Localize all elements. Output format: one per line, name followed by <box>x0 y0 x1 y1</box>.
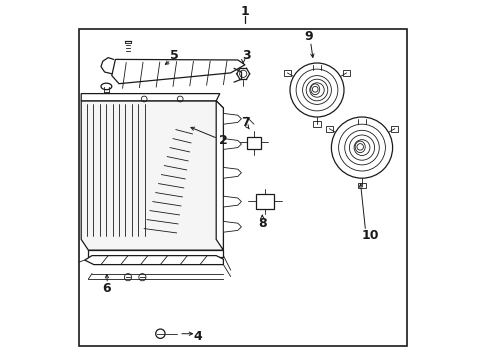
Bar <box>326 126 333 132</box>
Text: 6: 6 <box>102 282 111 294</box>
Bar <box>247 137 261 149</box>
Text: 10: 10 <box>361 229 379 242</box>
Bar <box>358 183 366 188</box>
Text: 5: 5 <box>171 49 179 62</box>
Polygon shape <box>223 139 242 149</box>
Polygon shape <box>81 101 223 250</box>
Ellipse shape <box>355 141 365 153</box>
Polygon shape <box>88 250 223 257</box>
Ellipse shape <box>101 83 112 90</box>
Polygon shape <box>216 101 223 250</box>
Polygon shape <box>223 196 242 207</box>
Text: 1: 1 <box>241 5 249 18</box>
Bar <box>284 70 291 76</box>
Text: 7: 7 <box>241 116 249 129</box>
Bar <box>314 121 320 127</box>
Bar <box>343 70 350 76</box>
Polygon shape <box>223 167 242 178</box>
Polygon shape <box>223 113 242 124</box>
Text: 2: 2 <box>219 134 228 147</box>
Bar <box>391 126 398 132</box>
Text: 3: 3 <box>243 49 251 62</box>
Text: 4: 4 <box>194 330 202 343</box>
Bar <box>79 29 407 346</box>
Polygon shape <box>85 256 223 265</box>
Text: 8: 8 <box>258 217 267 230</box>
Ellipse shape <box>311 84 319 95</box>
Polygon shape <box>112 59 245 84</box>
Text: 9: 9 <box>305 30 314 43</box>
Bar <box>256 194 274 209</box>
Polygon shape <box>81 94 220 101</box>
Polygon shape <box>223 221 242 232</box>
